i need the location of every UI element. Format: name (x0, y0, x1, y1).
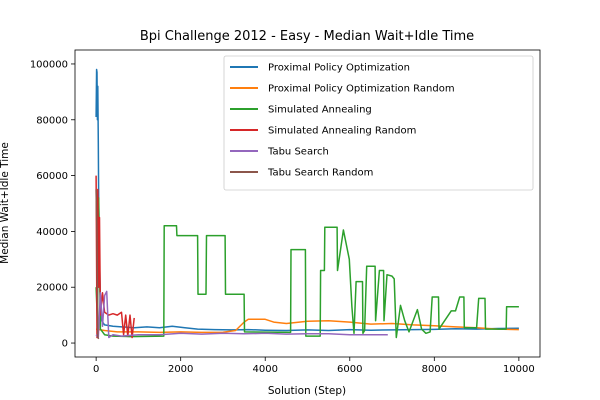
x-tick-label: 0 (93, 364, 99, 375)
chart-title: Bpi Challenge 2012 - Easy - Median Wait+… (140, 29, 474, 44)
x-tick-label: 2000 (168, 364, 193, 375)
legend-entry-3: Simulated Annealing Random (268, 126, 416, 137)
legend: Proximal Policy Optimization Proximal Pol… (223, 55, 534, 191)
y-axis: 0 20000 40000 60000 80000 100000 (30, 59, 75, 350)
series-line-4 (95, 290, 388, 339)
y-tick-label: 100000 (30, 59, 68, 70)
series-line-2 (95, 197, 519, 339)
x-axis-label: Solution (Step) (268, 385, 346, 397)
x-axis: 0 2000 4000 6000 8000 10000 (93, 357, 535, 375)
y-tick-label: 20000 (36, 283, 68, 294)
plot-area (95, 68, 519, 340)
series-line-1 (95, 318, 519, 334)
series-line-0 (95, 68, 519, 332)
axes-frame (74, 49, 541, 358)
legend-entry-5: Tabu Search Random (267, 168, 373, 179)
x-tick-label: 6000 (337, 364, 362, 375)
y-axis-label: Median Wait+Idle Time (0, 142, 11, 264)
y-tick-label: 60000 (36, 171, 68, 182)
legend-entry-4: Tabu Search (267, 147, 329, 158)
legend-entry-0: Proximal Policy Optimization (268, 63, 410, 74)
y-tick-label: 40000 (36, 227, 68, 238)
legend-box (223, 55, 534, 191)
legend-entry-2: Simulated Annealing (268, 105, 372, 116)
series-line-5 (95, 189, 100, 340)
x-tick-label: 8000 (422, 364, 447, 375)
series-line-3 (95, 175, 135, 339)
legend-entry-1: Proximal Policy Optimization Random (268, 84, 455, 95)
y-tick-label: 0 (62, 339, 68, 350)
x-tick-label: 10000 (503, 364, 535, 375)
x-tick-label: 4000 (253, 364, 278, 375)
y-tick-label: 80000 (36, 115, 68, 126)
